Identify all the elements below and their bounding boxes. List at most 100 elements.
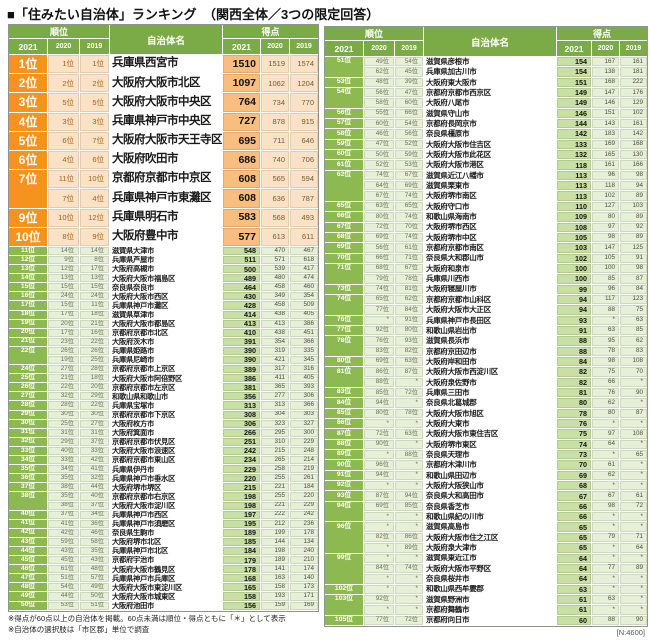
score-2019-cell: 214 bbox=[290, 456, 318, 465]
rank-2021-cell: 35位 bbox=[9, 465, 47, 474]
rank-2021-cell: 96位 bbox=[325, 522, 363, 532]
rank-2019-cell: 80位 bbox=[395, 325, 423, 336]
table-row: 46位 61位 48位 大阪府大阪市鶴見区 178 141 174 bbox=[9, 565, 318, 574]
rank-2020-cell: 79位 bbox=[364, 274, 394, 284]
rank-2021-cell: 37位 bbox=[9, 483, 47, 492]
rank-2020-cell: 88位 bbox=[364, 377, 394, 387]
rank-2020-cell: 82位 bbox=[364, 532, 394, 543]
municipality-name-cell: 兵庫県神戸市兵庫区 bbox=[110, 574, 222, 583]
rank-2020-cell: 72位 bbox=[364, 222, 394, 232]
table-body-left: 1位 1位 1位 兵庫県西宮市 1510 1519 1574 2位 2位 2位 大阪府大阪市北区 10… bbox=[9, 55, 318, 610]
table-row: 71位 68位 67位 大阪府和泉市 100 100 98 bbox=[325, 263, 647, 274]
score-2019-cell: * bbox=[620, 574, 647, 584]
municipality-name-cell: 大阪府箕面市 bbox=[110, 428, 222, 437]
municipality-name-cell: 滋賀県草津市 bbox=[110, 310, 222, 319]
score-2019-cell: 169 bbox=[290, 601, 318, 610]
rank-year-2020-header: 2020 bbox=[364, 41, 394, 56]
municipality-name-cell: 奈良県大和郡山市 bbox=[424, 253, 556, 263]
rank-2020-cell: 61位 bbox=[48, 565, 79, 574]
score-2020-cell: 458 bbox=[261, 301, 289, 310]
score-2019-cell: 1204 bbox=[290, 74, 318, 93]
table-row: 61位 52位 53位 大阪府大阪市港区 118 161 166 bbox=[325, 160, 647, 170]
score-2019-cell: 176 bbox=[620, 88, 647, 98]
score-2019-cell: 184 bbox=[290, 483, 318, 492]
rank-2021-cell: 21位 bbox=[9, 337, 47, 346]
rank-2021-cell: 57位 bbox=[325, 119, 363, 129]
municipality-name-cell: 大阪府茨木市 bbox=[110, 337, 222, 346]
score-2021-cell: 430 bbox=[223, 292, 260, 301]
rank-2020-cell: 17位 bbox=[48, 310, 79, 319]
municipality-name-cell: 大阪府大阪市住吉区 bbox=[424, 139, 556, 150]
rank-2019-cell: 26位 bbox=[80, 346, 109, 355]
rank-2020-cell: 28位 bbox=[48, 401, 79, 410]
rank-2020-cell: 4位 bbox=[48, 150, 79, 170]
score-2020-cell: 221 bbox=[261, 501, 289, 510]
score-2020-cell: 97 bbox=[592, 222, 619, 232]
rank-2020-cell: 74位 bbox=[364, 284, 394, 294]
rank-2020-cell: 40位 bbox=[48, 446, 79, 456]
table-row: 19位 25位 兵庫県尼崎市 390 421 345 bbox=[9, 355, 318, 365]
rank-2019-cell: 58位 bbox=[80, 537, 109, 546]
score-2019-cell: 611 bbox=[290, 227, 318, 246]
table-row: 16位 24位 24位 大阪府大阪市西区 430 349 354 bbox=[9, 292, 318, 301]
score-2019-cell: 509 bbox=[290, 301, 318, 310]
rank-2019-cell: * bbox=[395, 398, 423, 408]
rank-2021-cell: 4位 bbox=[9, 112, 47, 131]
score-year-2020-header: 2020 bbox=[592, 41, 619, 56]
municipality-name-cell: 大阪府大阪市大正区 bbox=[424, 305, 556, 315]
rank-2020-cell: 56位 bbox=[364, 88, 394, 98]
score-2019-cell: 229 bbox=[290, 501, 318, 510]
score-2020-cell: 413 bbox=[261, 319, 289, 328]
score-2021-cell: 64 bbox=[557, 563, 591, 574]
score-2021-cell: 189 bbox=[223, 528, 260, 537]
score-2020-cell: 613 bbox=[261, 227, 289, 246]
score-2019-cell: * bbox=[620, 460, 647, 470]
score-2021-cell: 118 bbox=[557, 160, 591, 170]
score-2019-cell: 493 bbox=[290, 208, 318, 227]
score-2020-cell: 147 bbox=[592, 243, 619, 253]
rank-2021-cell: 12位 bbox=[9, 255, 47, 265]
score-2019-cell: 94 bbox=[620, 181, 647, 191]
rank-2021-cell: 71位 bbox=[325, 263, 363, 274]
table-row: 48位 54位 49位 大阪府大阪市東淀川区 165 158 173 bbox=[9, 583, 318, 592]
score-2019-cell: 451 bbox=[290, 328, 318, 337]
table-row: 5位 6位 7位 大阪府大阪市天王寺区 695 711 646 bbox=[9, 131, 318, 150]
score-2019-cell: 63 bbox=[620, 315, 647, 325]
rank-2019-cell: 46位 bbox=[80, 528, 109, 537]
score-2019-cell: 89 bbox=[620, 232, 647, 243]
table-row: 56位 55位 66位 滋賀県守山市 146 151 102 bbox=[325, 108, 647, 119]
score-2020-cell: 438 bbox=[261, 310, 289, 319]
municipality-name-cell: 京都府京都市右京区 bbox=[110, 492, 222, 501]
municipality-name-cell: 奈良県奈良市 bbox=[110, 283, 222, 292]
rank-2020-cell: 41位 bbox=[48, 519, 79, 528]
table-row: 59位 47位 52位 大阪府大阪市住吉区 133 169 168 bbox=[325, 139, 647, 150]
rank-2020-cell: * bbox=[364, 419, 394, 429]
score-2021-cell: 100 bbox=[557, 263, 591, 274]
rank-2019-cell: 65位 bbox=[395, 201, 423, 212]
score-2020-cell: 255 bbox=[261, 492, 289, 501]
municipality-name-cell: 大阪府大阪市鶴見区 bbox=[110, 565, 222, 574]
municipality-name-cell: 京都府木津川市 bbox=[424, 460, 556, 470]
score-2019-cell: 316 bbox=[290, 365, 318, 374]
rank-2021-cell: 28位 bbox=[9, 401, 47, 410]
municipality-name-cell: 奈良県天理市 bbox=[424, 450, 556, 460]
score-2021-cell: 146 bbox=[557, 108, 591, 119]
table-row: 2位 2位 2位 大阪府大阪市北区 1097 1062 1204 bbox=[9, 74, 318, 93]
rank-2021-cell: 3位 bbox=[9, 93, 47, 112]
rank-2019-cell: 66位 bbox=[395, 108, 423, 119]
rank-2020-cell: 47位 bbox=[364, 139, 394, 150]
municipality-name-cell: 兵庫県神戸市灘区 bbox=[110, 301, 222, 310]
rank-2020-cell: 24位 bbox=[48, 292, 79, 301]
score-2021-cell: 165 bbox=[223, 583, 260, 592]
table-row: 32位 29位 37位 京都府京都市伏見区 251 310 229 bbox=[9, 437, 318, 446]
score-2020-cell: * bbox=[592, 574, 619, 584]
rank-2020-cell: 15位 bbox=[48, 283, 79, 292]
score-year-2021-header: 2021 bbox=[557, 41, 591, 56]
municipality-name-cell: 奈良県大和高田市 bbox=[424, 491, 556, 501]
rank-2020-cell: 30位 bbox=[48, 410, 79, 419]
score-2020-cell: 169 bbox=[592, 139, 619, 150]
municipality-name-cell: 京都府京都市山科区 bbox=[424, 294, 556, 305]
rank-2020-cell: 8位 bbox=[48, 227, 79, 246]
rank-2021-cell: 80位 bbox=[325, 356, 363, 367]
score-2020-cell: 61 bbox=[592, 460, 619, 470]
